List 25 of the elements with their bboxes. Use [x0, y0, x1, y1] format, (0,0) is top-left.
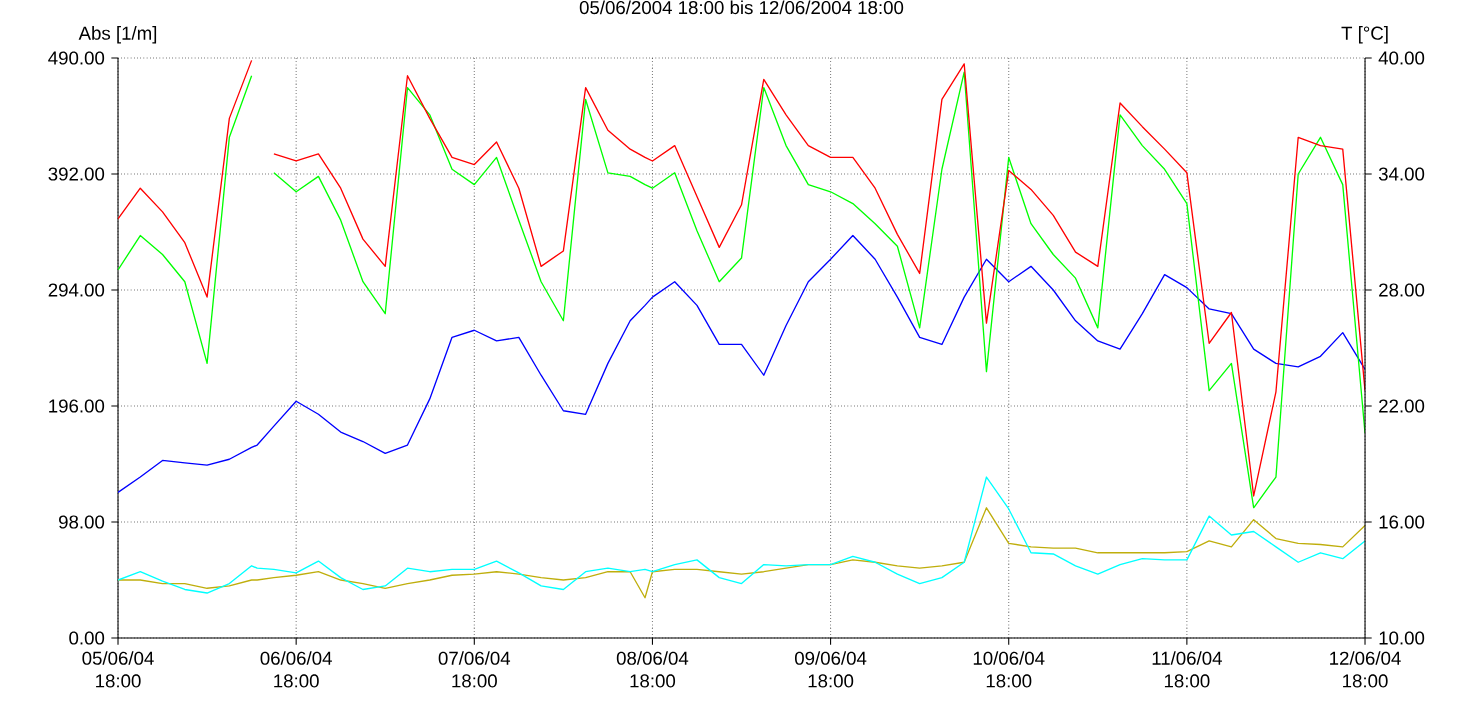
- y2-tick-label: 28.00: [1379, 283, 1425, 297]
- x-tick-label: 11/06/04 18:00: [1152, 651, 1222, 688]
- y-axis-title: Abs [1/m]: [78, 26, 157, 44]
- y2-tick-label: 22.00: [1379, 399, 1425, 413]
- y2-tick-label: 16.00: [1379, 515, 1425, 529]
- y-tick-label: 0.00: [69, 631, 105, 645]
- y2-tick-label: 34.00: [1378, 167, 1425, 181]
- x-tick-label: 12/06/04 18:00: [1330, 651, 1401, 688]
- chart-title: 05/06/2004 18:00 bis 12/06/2004 18:00: [579, 0, 904, 15]
- y-tick-label: 294.00: [48, 283, 105, 297]
- x-tick-label: 05/06/04 18:00: [82, 651, 154, 688]
- x-tick-label: 10/06/04 18:00: [973, 651, 1045, 688]
- y-tick-label: 196.00: [49, 399, 105, 413]
- line-series: [118, 476, 1366, 594]
- y2-tick-label: 10.00: [1379, 631, 1425, 645]
- y2-tick-label: 40.00: [1378, 51, 1425, 65]
- y-tick-label: 490.00: [48, 51, 105, 65]
- x-tick-label: 09/06/04 18:00: [794, 651, 867, 688]
- line-series: [118, 234, 1366, 494]
- x-tick-label: 06/06/04 18:00: [260, 651, 332, 688]
- y-tick-label: 98.00: [59, 515, 105, 529]
- y2-axis-title: T [°C]: [1341, 26, 1388, 44]
- x-tick-label: 08/06/04 18:00: [616, 651, 689, 688]
- y-tick-label: 392.00: [48, 167, 105, 181]
- x-tick-label: 07/06/04 18:00: [438, 651, 511, 688]
